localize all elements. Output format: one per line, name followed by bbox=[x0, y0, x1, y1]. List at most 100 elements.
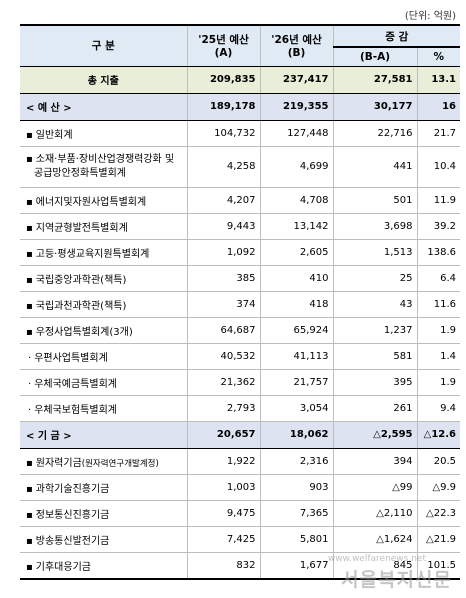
cell-diff: 394 bbox=[332, 448, 417, 475]
table-row: · 우체국예금특별회계 21,362 21,757 395 1.9 bbox=[20, 369, 461, 396]
row-label: ▪ 에너지및자원사업특별회계 bbox=[20, 187, 187, 214]
table-row: ▪ 일반회계 104,732 127,448 22,716 21.7 bbox=[20, 120, 461, 147]
table-row: ▪ 원자력기금(원자력연구개발계정) 1,922 2,316 394 20.5 bbox=[20, 448, 461, 475]
cell-pct: 1.4 bbox=[416, 343, 461, 370]
cell-b: 41,113 bbox=[259, 343, 333, 370]
row-label: ▪ 원자력기금(원자력연구개발계정) bbox=[20, 448, 187, 475]
row-label: · 우편사업특별회계 bbox=[20, 343, 187, 370]
cell-diff: 27,581 bbox=[332, 66, 417, 94]
cell-pct: 11.9 bbox=[416, 187, 461, 214]
cell-pct: 1.9 bbox=[416, 369, 461, 396]
watermark: 서울복지신문 bbox=[341, 569, 452, 591]
row-label: ▪ 우정사업특별회계(3개) bbox=[20, 317, 187, 344]
cell-a: 189,178 bbox=[186, 92, 260, 121]
cell-diff: 581 bbox=[332, 343, 417, 370]
cell-diff: 1,513 bbox=[332, 239, 417, 266]
cell-b: 2,316 bbox=[259, 448, 333, 475]
cell-pct: △22.3 bbox=[416, 500, 461, 527]
total-label: 총 지출 bbox=[20, 66, 187, 94]
cell-pct: 20.5 bbox=[416, 448, 461, 475]
cell-diff: 501 bbox=[332, 187, 417, 214]
cell-b: 4,708 bbox=[259, 187, 333, 214]
row-label: ▪ 국립과천과학관(책특) bbox=[20, 291, 187, 318]
cell-a: 209,835 bbox=[186, 66, 260, 94]
cell-diff: 441 bbox=[332, 146, 417, 188]
cell-diff: 261 bbox=[332, 395, 417, 422]
cell-pct: 11.6 bbox=[416, 291, 461, 318]
cell-a: 832 bbox=[186, 552, 260, 580]
cell-diff: 3,698 bbox=[332, 213, 417, 240]
cell-pct: △21.9 bbox=[416, 526, 461, 553]
header-category: 구 분 bbox=[20, 24, 187, 67]
cell-diff: 845 bbox=[332, 552, 417, 580]
row-label: ▪ 과학기술진흥기금 bbox=[20, 474, 187, 501]
cell-pct: 10.4 bbox=[416, 146, 461, 188]
header-2026-budget: '26년 예산 (B) bbox=[259, 24, 333, 67]
fund-group-row: < 기 금 > 20,657 18,062 △2,595 △12.6 bbox=[20, 420, 461, 449]
cell-diff: 1,237 bbox=[332, 317, 417, 344]
cell-b: 237,417 bbox=[259, 66, 333, 94]
cell-diff: 25 bbox=[332, 265, 417, 292]
cell-pct: 39.2 bbox=[416, 213, 461, 240]
cell-b: 7,365 bbox=[259, 500, 333, 527]
cell-b: 65,924 bbox=[259, 317, 333, 344]
cell-b: 410 bbox=[259, 265, 333, 292]
cell-a: 7,425 bbox=[186, 526, 260, 553]
cell-a: 374 bbox=[186, 291, 260, 318]
cell-a: 40,532 bbox=[186, 343, 260, 370]
row-label: ▪ 지역균형발전특별회계 bbox=[20, 213, 187, 240]
group-label: < 기 금 > bbox=[20, 420, 187, 449]
table-row: ▪ 방송통신발전기금 7,425 5,801 △1,624 △21.9 bbox=[20, 526, 461, 553]
cell-a: 1,092 bbox=[186, 239, 260, 266]
cell-b: 1,677 bbox=[259, 552, 333, 580]
cell-diff: △2,110 bbox=[332, 500, 417, 527]
watermark-url: www.welfarenews.net bbox=[327, 554, 426, 564]
cell-a: 20,657 bbox=[186, 420, 260, 449]
cell-diff: 22,716 bbox=[332, 120, 417, 147]
cell-pct: 13.1 bbox=[416, 66, 461, 94]
row-label: ▪ 기후대응기금 bbox=[20, 552, 187, 580]
table-row: ▪ 국립과천과학관(책특) 374 418 43 11.6 bbox=[20, 291, 461, 318]
row-label: ▪ 일반회계 bbox=[20, 120, 187, 147]
table-row: ▪ 소재·부품·장비산업경쟁력강화 및 공급망안정화특별회계 4,258 4,69… bbox=[20, 146, 461, 188]
cell-b: 4,699 bbox=[259, 146, 333, 188]
row-label: ▪ 방송통신발전기금 bbox=[20, 526, 187, 553]
cell-b: 21,757 bbox=[259, 369, 333, 396]
row-label: ▪ 정보통신진흥기금 bbox=[20, 500, 187, 527]
cell-b: 3,054 bbox=[259, 395, 333, 422]
cell-diff: 395 bbox=[332, 369, 417, 396]
cell-a: 9,443 bbox=[186, 213, 260, 240]
cell-pct: 21.7 bbox=[416, 120, 461, 147]
cell-a: 9,475 bbox=[186, 500, 260, 527]
cell-pct: 101.5 bbox=[416, 552, 461, 580]
cell-a: 1,922 bbox=[186, 448, 260, 475]
cell-pct: 6.4 bbox=[416, 265, 461, 292]
cell-b: 13,142 bbox=[259, 213, 333, 240]
group-label: < 예 산 > bbox=[20, 92, 187, 121]
cell-a: 21,362 bbox=[186, 369, 260, 396]
table-row: ▪ 고등·평생교육지원특별회계 1,092 2,605 1,513 138.6 bbox=[20, 239, 461, 266]
header-diff: (B-A) bbox=[332, 46, 417, 67]
budget-group-row: < 예 산 > 189,178 219,355 30,177 16 bbox=[20, 92, 461, 121]
total-row: 총 지출 209,835 237,417 27,581 13.1 bbox=[20, 66, 461, 94]
cell-b: 903 bbox=[259, 474, 333, 501]
cell-a: 104,732 bbox=[186, 120, 260, 147]
table-row: ▪ 기후대응기금 832 1,677 845 101.5 bbox=[20, 552, 461, 580]
table-row: ▪ 에너지및자원사업특별회계 4,207 4,708 501 11.9 bbox=[20, 187, 461, 214]
table-row: · 우체국보험특별회계 2,793 3,054 261 9.4 bbox=[20, 395, 461, 422]
row-label: ▪ 고등·평생교육지원특별회계 bbox=[20, 239, 187, 266]
cell-a: 4,258 bbox=[186, 146, 260, 188]
cell-a: 4,207 bbox=[186, 187, 260, 214]
cell-b: 127,448 bbox=[259, 120, 333, 147]
table-row: ▪ 국립중앙과학관(책특) 385 410 25 6.4 bbox=[20, 265, 461, 292]
table-row: ▪ 지역균형발전특별회계 9,443 13,142 3,698 39.2 bbox=[20, 213, 461, 240]
table-row: · 우편사업특별회계 40,532 41,113 581 1.4 bbox=[20, 343, 461, 370]
row-label: · 우체국예금특별회계 bbox=[20, 369, 187, 396]
cell-pct: 9.4 bbox=[416, 395, 461, 422]
cell-b: 418 bbox=[259, 291, 333, 318]
table-row: ▪ 과학기술진흥기금 1,003 903 △99 △9.9 bbox=[20, 474, 461, 501]
table-row: ▪ 정보통신진흥기금 9,475 7,365 △2,110 △22.3 bbox=[20, 500, 461, 527]
cell-diff: △1,624 bbox=[332, 526, 417, 553]
cell-b: 5,801 bbox=[259, 526, 333, 553]
cell-diff: △99 bbox=[332, 474, 417, 501]
